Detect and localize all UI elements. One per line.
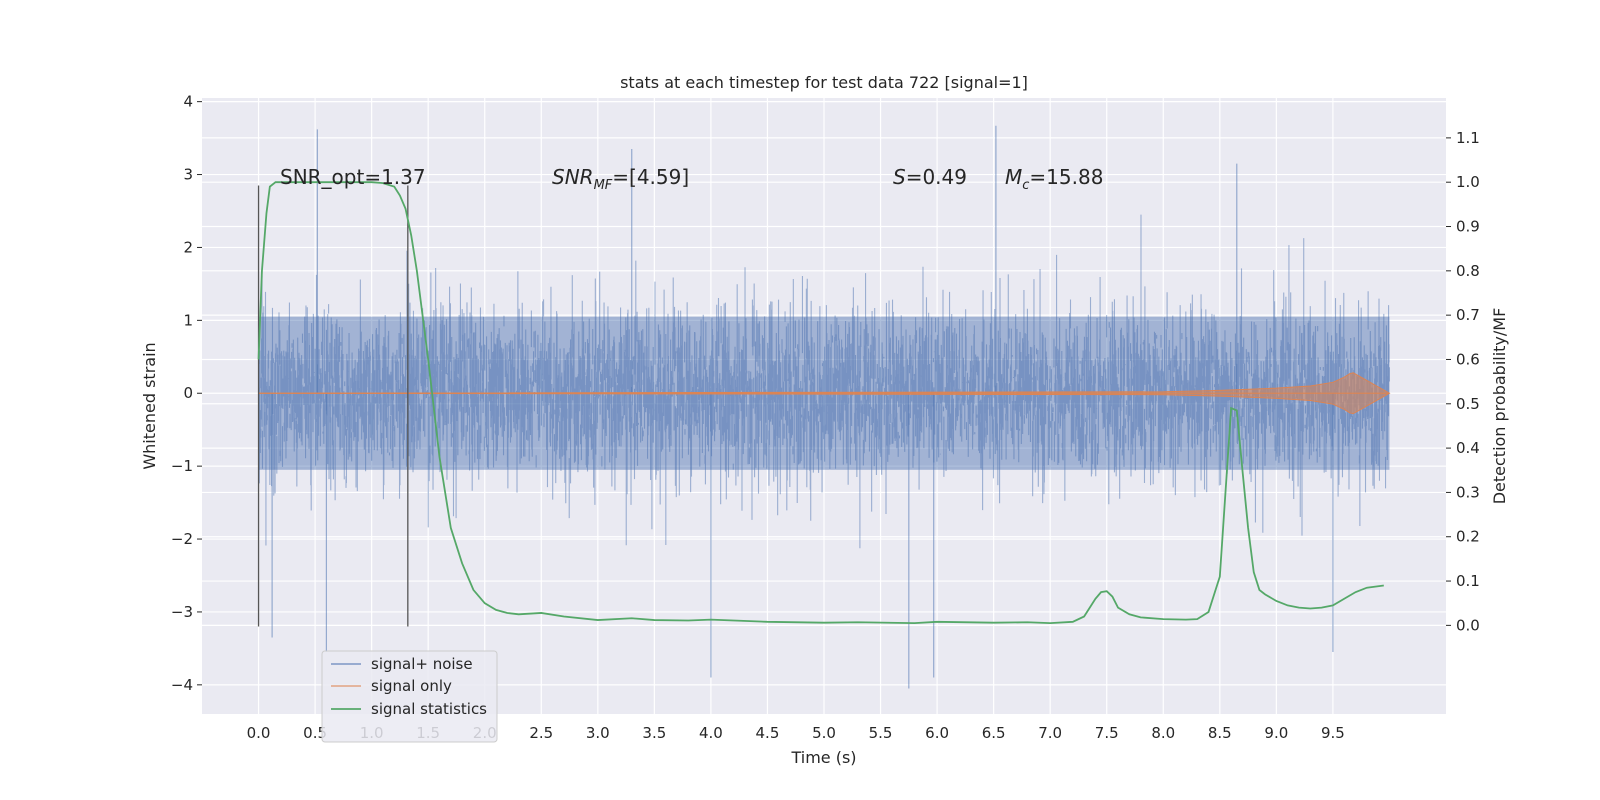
x-tick-label: 2.5 xyxy=(529,724,553,742)
x-tick-label: 6.5 xyxy=(982,724,1006,742)
s-label: S xyxy=(893,165,906,189)
legend: signal+ noise signal only signal statist… xyxy=(321,650,498,743)
y-right-tick-label: 1.0 xyxy=(1456,173,1480,191)
legend-box xyxy=(321,650,498,743)
y-right-tick-label: 0.5 xyxy=(1456,395,1480,413)
mc-label: M xyxy=(1005,165,1022,189)
x-tick-label: 7.0 xyxy=(1038,724,1062,742)
x-tick-label: 3.5 xyxy=(642,724,666,742)
y-left-tick-label: −2 xyxy=(171,530,193,548)
y-right-tick-label: 0.1 xyxy=(1456,572,1480,590)
snr-mf-value: =[4.59] xyxy=(612,165,689,189)
annotation-snr-opt: SNR_opt=1.37 xyxy=(280,165,426,189)
signal-only-series xyxy=(258,372,1391,415)
y-left-tick-label: −4 xyxy=(171,676,193,694)
legend-label-signal-noise: signal+ noise xyxy=(371,655,473,673)
y-left-tick-label: 4 xyxy=(183,93,193,111)
y-left-tick-label: −3 xyxy=(171,603,193,621)
x-tick-label: 8.0 xyxy=(1151,724,1175,742)
x-tick-label: 4.5 xyxy=(756,724,780,742)
legend-label-signal-statistics: signal statistics xyxy=(371,700,487,718)
mc-subscript: c xyxy=(1022,178,1029,193)
signal-statistics-series xyxy=(257,181,1384,625)
mc-value: =15.88 xyxy=(1029,165,1103,189)
y-right-tick-label: 0.7 xyxy=(1456,306,1480,324)
x-tick-label: 9.5 xyxy=(1321,724,1345,742)
y-right-tick-label: 0.8 xyxy=(1456,262,1480,280)
y-right-tick-label: 0.6 xyxy=(1456,350,1480,368)
snr-mf-label: SNR xyxy=(552,165,594,189)
vertical-markers xyxy=(257,185,409,627)
y-right-tick-label: 0.3 xyxy=(1456,483,1480,501)
x-tick-label: 5.5 xyxy=(869,724,893,742)
chart-title: stats at each timestep for test data 722… xyxy=(620,73,1028,92)
x-tick-label: 6.0 xyxy=(925,724,949,742)
annotation-s: S=0.49 xyxy=(893,165,967,189)
signal-statistics-line xyxy=(257,181,1384,625)
y-left-tick-label: 3 xyxy=(183,166,193,184)
x-tick-label: 0.5 xyxy=(303,724,327,742)
y-right-tick-label: 0.2 xyxy=(1456,528,1480,546)
y-left-tick-label: 0 xyxy=(183,384,193,402)
x-tick-label: 4.0 xyxy=(699,724,723,742)
y-left-tick-label: 1 xyxy=(183,311,193,329)
x-tick-label: 9.0 xyxy=(1264,724,1288,742)
x-tick-label: 0.0 xyxy=(247,724,271,742)
x-tick-label: 7.5 xyxy=(1095,724,1119,742)
x-tick-label: 3.0 xyxy=(586,724,610,742)
y-left-tick-label: −1 xyxy=(171,457,193,475)
x-tick-label: 8.5 xyxy=(1208,724,1232,742)
x-axis-title: Time (s) xyxy=(790,748,856,767)
annotation-mc: Mc=15.88 xyxy=(1005,165,1103,193)
y-right-tick-label: 0.4 xyxy=(1456,439,1480,457)
tick-labels: 0.00.51.01.52.02.53.03.54.04.55.05.56.06… xyxy=(171,93,1480,742)
y-left-axis-title: Whitened strain xyxy=(140,342,159,469)
y-right-tick-label: 0.0 xyxy=(1456,616,1480,634)
x-tick-label: 5.0 xyxy=(812,724,836,742)
y-right-tick-label: 1.1 xyxy=(1456,129,1480,147)
legend-label-signal-only: signal only xyxy=(371,677,452,695)
y-right-tick-label: 0.9 xyxy=(1456,218,1480,236)
snr-mf-subscript: MF xyxy=(594,178,613,193)
y-right-axis-title: Detection probability/MF xyxy=(1490,308,1509,505)
s-value: =0.49 xyxy=(906,165,967,189)
y-left-tick-label: 2 xyxy=(183,238,193,256)
annotation-snr-mf: SNRMF=[4.59] xyxy=(552,165,689,193)
